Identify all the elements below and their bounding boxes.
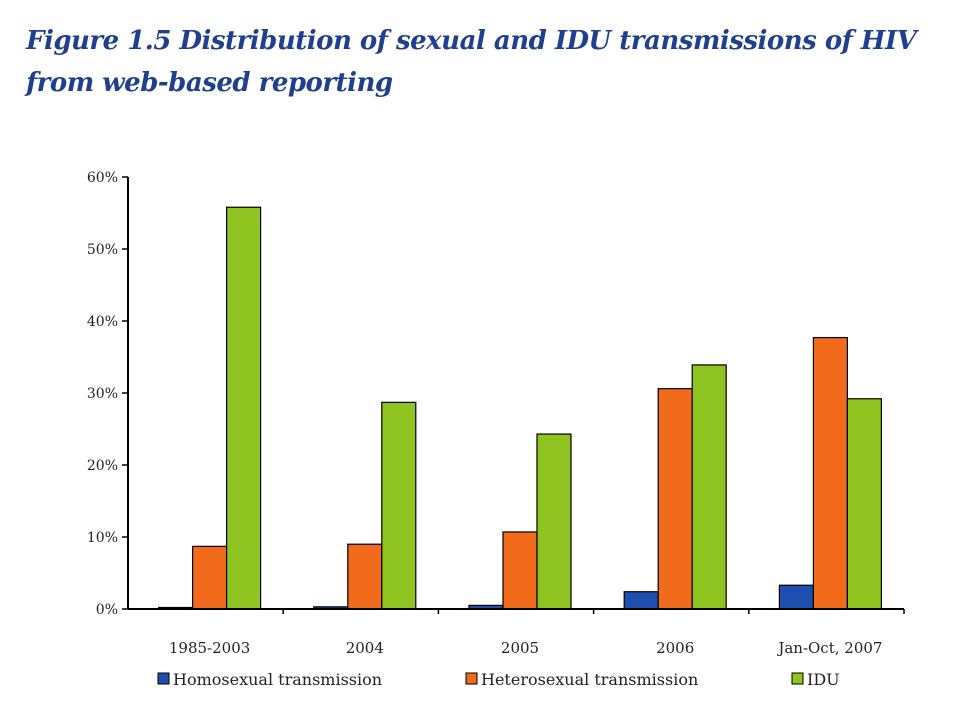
legend-swatch <box>791 672 804 685</box>
y-tick-label: 30% <box>87 386 118 402</box>
bars <box>158 206 883 610</box>
bar-heterosexual <box>657 388 693 610</box>
legend-label: IDU <box>807 670 840 689</box>
x-category-label: 2005 <box>501 639 539 657</box>
legend-label: Heterosexual transmission <box>481 670 698 689</box>
x-category-label: 2004 <box>346 639 384 657</box>
bar-homosexual <box>623 591 659 610</box>
bar-idu <box>846 398 883 610</box>
x-category-label: Jan-Oct, 2007 <box>776 639 882 657</box>
y-tick-label: 10% <box>87 530 118 546</box>
y-tick-label: 50% <box>87 242 118 258</box>
y-axis: 0% 10% 20% 30% 40% 50% 60% <box>87 170 129 618</box>
y-tick-label: 60% <box>87 170 118 186</box>
bar-heterosexual <box>347 543 383 610</box>
figure-title: Figure 1.5 Distribution of sexual and ID… <box>26 26 917 98</box>
y-tick-label: 20% <box>87 458 118 474</box>
legend-swatch <box>157 672 170 685</box>
legend-label: Homosexual transmission <box>173 670 382 689</box>
bar-heterosexual <box>502 531 538 610</box>
x-axis: 1985-2003 2004 2005 2006 Jan-Oct, 2007 <box>128 608 905 657</box>
bar-idu <box>381 401 417 610</box>
bar-idu <box>691 364 727 610</box>
bar-heterosexual <box>192 545 228 610</box>
bar-idu <box>536 433 572 610</box>
bar-idu <box>226 206 262 610</box>
legend: Homosexual transmission Heterosexual tran… <box>157 670 840 689</box>
bar-homosexual <box>778 584 815 610</box>
bar-heterosexual <box>812 336 849 610</box>
x-category-label: 2006 <box>656 639 694 657</box>
y-tick-label: 0% <box>96 602 118 618</box>
legend-swatch <box>465 672 478 685</box>
y-tick-label: 40% <box>87 314 118 330</box>
x-category-label: 1985-2003 <box>169 639 250 657</box>
